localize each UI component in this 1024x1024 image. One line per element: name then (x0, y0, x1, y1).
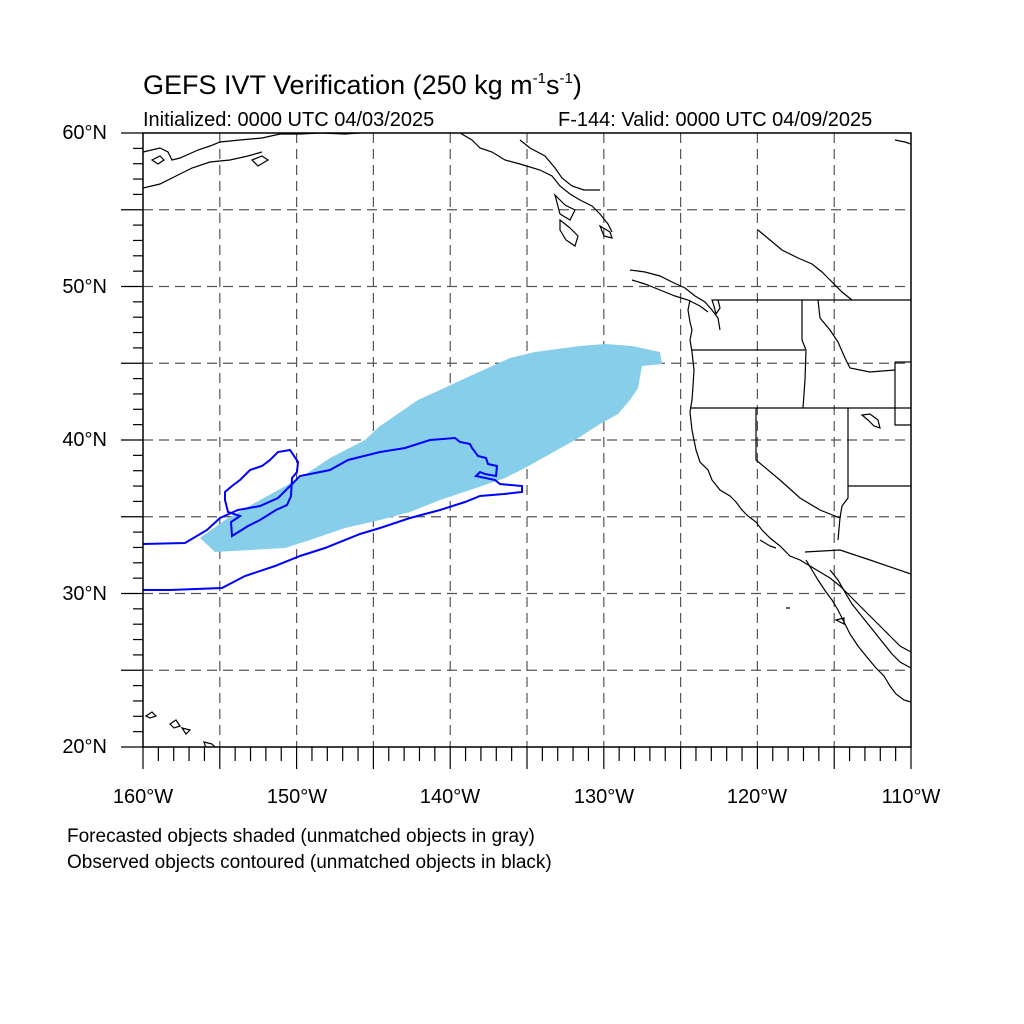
graticule (143, 133, 911, 747)
lon-label-110w: 110°W (881, 786, 941, 808)
lat-label-20n: 20°N (62, 736, 107, 758)
forecast-ivt-object (200, 344, 662, 552)
observed-ivt-object-north-lobe (224, 448, 300, 538)
lat-label-60n: 60°N (62, 122, 107, 144)
lon-label-120w: 120°W (726, 786, 788, 808)
valid-time-label: F-144: Valid: 0000 UTC 04/09/2025 (558, 109, 873, 131)
lon-label-140w: 140°W (419, 786, 481, 808)
legend-note-forecast: Forecasted objects shaded (unmatched obj… (67, 826, 535, 847)
lat-label-50n: 50°N (62, 276, 107, 298)
observed-ivt-object (143, 436, 523, 591)
lat-label-40n: 40°N (62, 429, 107, 451)
axis-ticks (121, 132, 912, 769)
lon-label-150w: 150°W (266, 786, 328, 808)
lon-label-160w: 160°W (112, 786, 174, 808)
legend-note-observed: Observed objects contoured (unmatched ob… (67, 852, 552, 873)
lon-label-130w: 130°W (573, 786, 635, 808)
initialized-label: Initialized: 0000 UTC 04/03/2025 (143, 109, 435, 131)
coastlines-and-borders (143, 133, 911, 747)
lat-label-30n: 30°N (62, 583, 107, 605)
chart-title: GEFS IVT Verification (250 kg m-1s-1) (143, 70, 582, 100)
